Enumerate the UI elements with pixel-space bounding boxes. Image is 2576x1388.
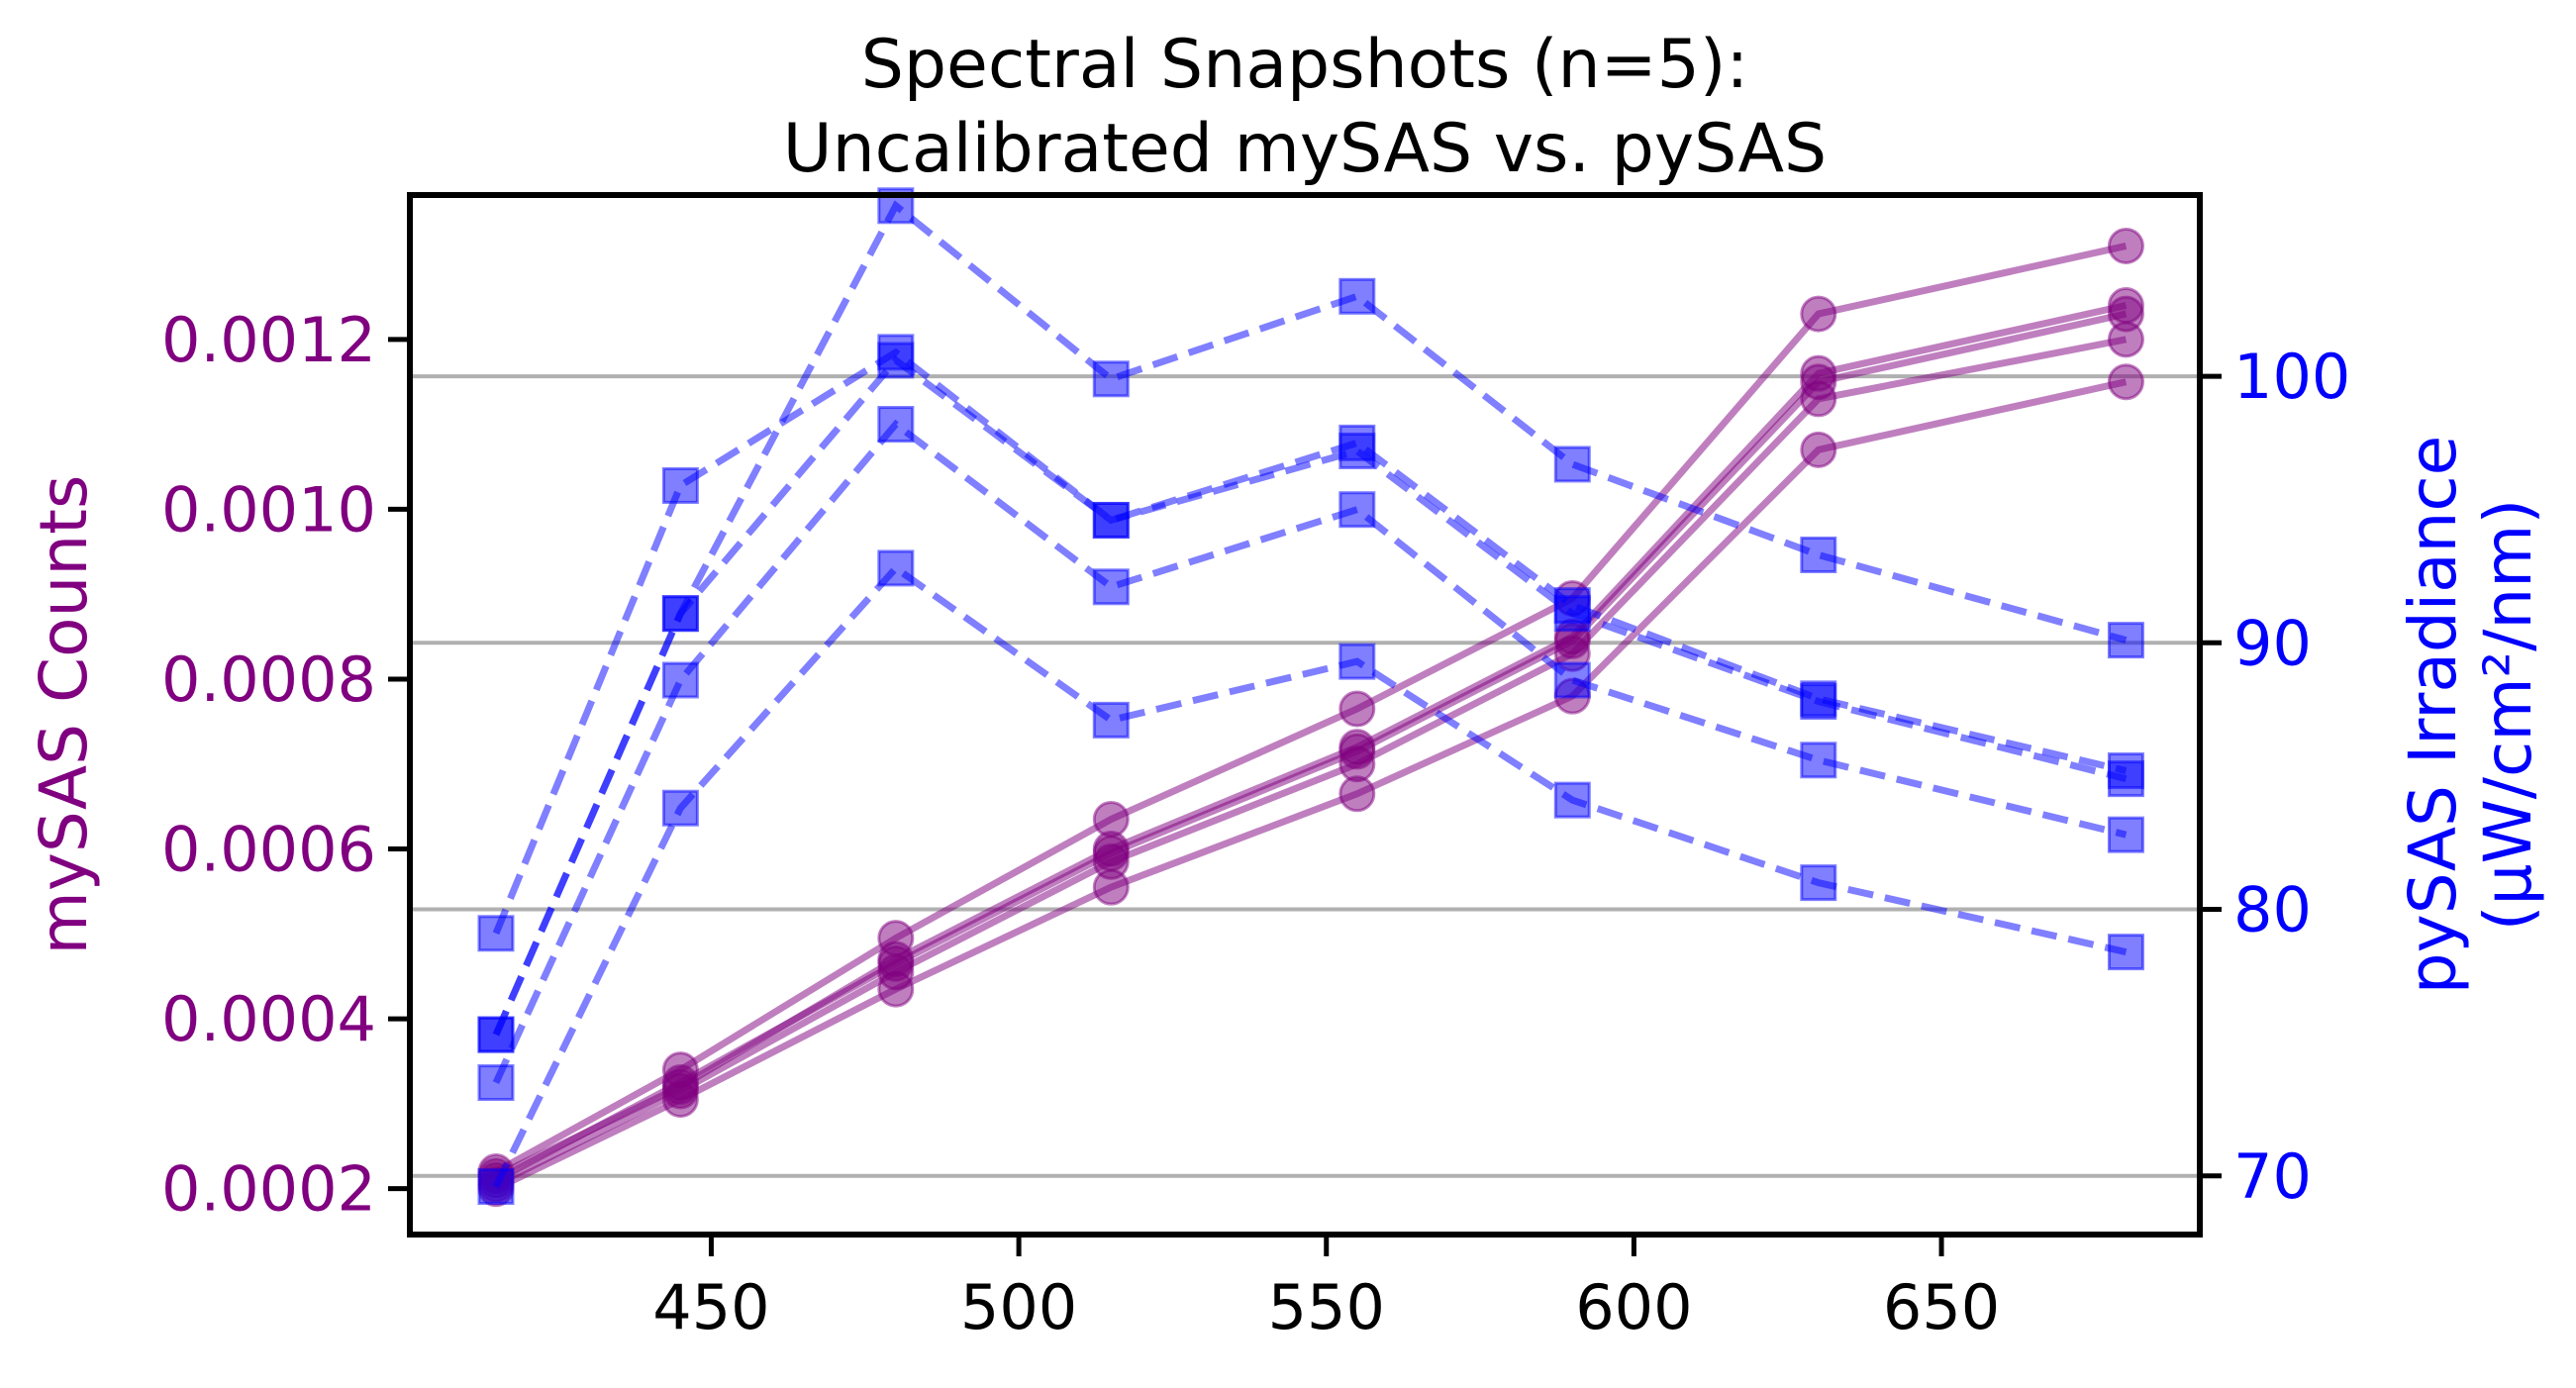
data-point xyxy=(477,915,515,952)
data-point xyxy=(1800,295,1837,333)
right-tick-label: 70 xyxy=(2233,1140,2312,1213)
data-point xyxy=(477,1016,515,1053)
data-point xyxy=(2107,760,2144,798)
data-point xyxy=(2107,227,2144,264)
data-point xyxy=(1800,742,1837,779)
x-tick-label: 600 xyxy=(1575,1271,1692,1343)
right-tick-label: 90 xyxy=(2233,607,2312,679)
right-tick-label: 100 xyxy=(2233,341,2350,413)
data-point xyxy=(661,1081,699,1119)
left-axis-label: mySAS Counts xyxy=(26,475,102,955)
data-point xyxy=(1800,431,1837,468)
data-point xyxy=(1553,446,1591,483)
data-point xyxy=(661,595,699,633)
series-6 xyxy=(477,187,2144,1053)
data-point xyxy=(661,466,699,504)
plot-frame xyxy=(407,192,2203,1238)
data-point xyxy=(1800,864,1837,902)
left-tick-label: 0.0006 xyxy=(161,814,376,886)
data-point xyxy=(2107,934,2144,971)
data-point xyxy=(2107,622,2144,659)
series-line xyxy=(494,378,2128,1192)
series-line xyxy=(494,243,2128,1175)
left-tick-label: 0.0008 xyxy=(161,644,376,716)
x-tick-label: 500 xyxy=(960,1271,1077,1343)
data-point xyxy=(877,549,915,587)
data-point xyxy=(1800,683,1837,721)
series-8 xyxy=(477,342,2144,1053)
series-line xyxy=(494,336,2128,1188)
left-tick-label: 0.0010 xyxy=(161,473,376,545)
chart-title-line-2: Uncalibrated mySAS vs. pySAS xyxy=(783,110,1827,188)
left-tick-label: 0.0004 xyxy=(161,983,376,1055)
series-line xyxy=(492,419,2128,1084)
series-line xyxy=(492,200,2128,1037)
data-point xyxy=(477,1168,515,1206)
right-tick-label: 80 xyxy=(2233,874,2312,946)
data-point xyxy=(1092,868,1130,906)
data-point xyxy=(1553,661,1591,699)
series-5 xyxy=(477,363,2144,1208)
x-tick-label: 450 xyxy=(652,1271,769,1343)
data-point xyxy=(1338,775,1376,813)
series-group xyxy=(477,187,2144,1208)
data-point xyxy=(1092,701,1130,739)
data-point xyxy=(661,789,699,827)
data-point xyxy=(2107,816,2144,853)
data-point xyxy=(1338,690,1376,728)
data-point xyxy=(661,661,699,699)
left-tick-label: 0.0002 xyxy=(161,1153,376,1226)
data-point xyxy=(1553,595,1591,633)
right-axis-label-line-2: (μW/cm²/nm) xyxy=(2470,499,2546,931)
data-point xyxy=(1092,360,1130,398)
data-point xyxy=(1338,432,1376,469)
data-point xyxy=(477,1064,515,1102)
x-tick-label: 550 xyxy=(1268,1271,1385,1343)
data-point xyxy=(2107,321,2144,358)
series-line xyxy=(494,310,2128,1184)
series-line xyxy=(492,347,2128,936)
right-axis-label-line-1: pySAS Irradiance xyxy=(2395,436,2471,995)
ticks: 450 500 550 600 650 0.0002 0.0004 0.0006 0.0008 0… xyxy=(161,304,2350,1343)
data-point xyxy=(877,970,915,1008)
series-1 xyxy=(477,227,2144,1191)
series-line xyxy=(492,563,2128,1189)
data-point xyxy=(1092,501,1130,539)
series-10 xyxy=(477,549,2144,1206)
data-point xyxy=(1800,380,1837,418)
data-point xyxy=(2107,363,2144,401)
data-point xyxy=(1092,568,1130,606)
data-point xyxy=(1800,536,1837,573)
data-point xyxy=(1553,781,1591,819)
data-point xyxy=(877,406,915,444)
left-tick-label: 0.0012 xyxy=(161,304,376,376)
series-9 xyxy=(477,406,2144,1102)
x-tick-label: 650 xyxy=(1883,1271,2000,1343)
data-point xyxy=(1338,491,1376,529)
data-point xyxy=(1338,643,1376,680)
data-point xyxy=(877,342,915,379)
data-point xyxy=(1338,277,1376,315)
chart-title-line-1: Spectral Snapshots (n=5): xyxy=(861,26,1749,104)
series-line xyxy=(492,355,2128,1037)
